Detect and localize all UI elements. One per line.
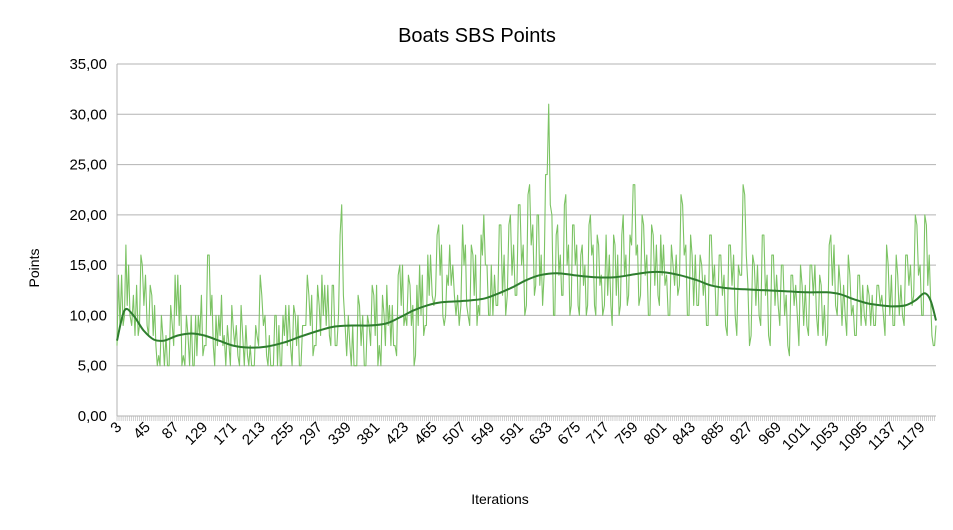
x-tick-label: 171 xyxy=(210,419,240,449)
x-tick-label: 213 xyxy=(239,419,269,449)
x-tick-label: 675 xyxy=(554,419,584,449)
x-tick-label: 1179 xyxy=(894,419,929,454)
x-tick-label: 549 xyxy=(468,419,498,449)
x-tick-label: 381 xyxy=(354,419,384,449)
y-tick-label: 10,00 xyxy=(69,307,107,324)
x-tick-label: 339 xyxy=(325,419,355,449)
y-tick-label: 5,00 xyxy=(78,358,107,375)
x-tick-label: 507 xyxy=(440,419,470,449)
y-tick-label: 0,00 xyxy=(78,408,107,425)
chart-title: Boats SBS Points xyxy=(398,25,556,47)
y-tick-label: 35,00 xyxy=(69,56,107,73)
y-tick-label: 30,00 xyxy=(69,106,107,123)
raw-points-line xyxy=(116,103,937,367)
x-tick-label: 45 xyxy=(130,419,154,443)
y-tick-label: 25,00 xyxy=(69,157,107,174)
x-tick-label: 255 xyxy=(268,419,298,449)
y-axis-ticks: 0,00 5,00 10,00 15,00 20,00 25,00 30,00 35,00 xyxy=(69,56,107,425)
x-tick-label: 801 xyxy=(641,419,671,449)
x-axis-minor-ticks xyxy=(116,416,935,421)
x-tick-label: 717 xyxy=(583,419,613,449)
x-tick-label: 423 xyxy=(382,419,412,449)
x-tick-label: 633 xyxy=(526,419,556,449)
x-tick-label: 591 xyxy=(497,419,527,449)
x-tick-label: 3 xyxy=(107,419,125,437)
trend-line xyxy=(116,270,937,349)
x-tick-label: 87 xyxy=(159,419,183,443)
x-tick-label: 1011 xyxy=(779,419,814,454)
x-tick-label: 129 xyxy=(182,419,212,449)
x-tick-label: 465 xyxy=(411,419,441,449)
x-minor-tick-marks xyxy=(116,416,935,421)
y-tick-label: 15,00 xyxy=(69,257,107,274)
x-tick-label: 843 xyxy=(669,419,699,449)
series-group xyxy=(116,103,937,367)
y-axis-label: Points xyxy=(26,249,42,288)
x-tick-label: 927 xyxy=(727,419,757,449)
x-axis-label: Iterations xyxy=(471,491,529,507)
y-tick-label: 20,00 xyxy=(69,207,107,224)
x-tick-label: 1095 xyxy=(835,419,871,455)
x-tick-label: 885 xyxy=(698,419,728,449)
x-axis-ticks: 3 45 8712917121325529733938142346550754959… xyxy=(107,419,928,455)
x-tick-label: 297 xyxy=(296,419,326,449)
x-tick-label: 1053 xyxy=(807,419,843,455)
x-tick-label: 759 xyxy=(612,419,642,449)
x-tick-label: 1137 xyxy=(865,419,900,454)
